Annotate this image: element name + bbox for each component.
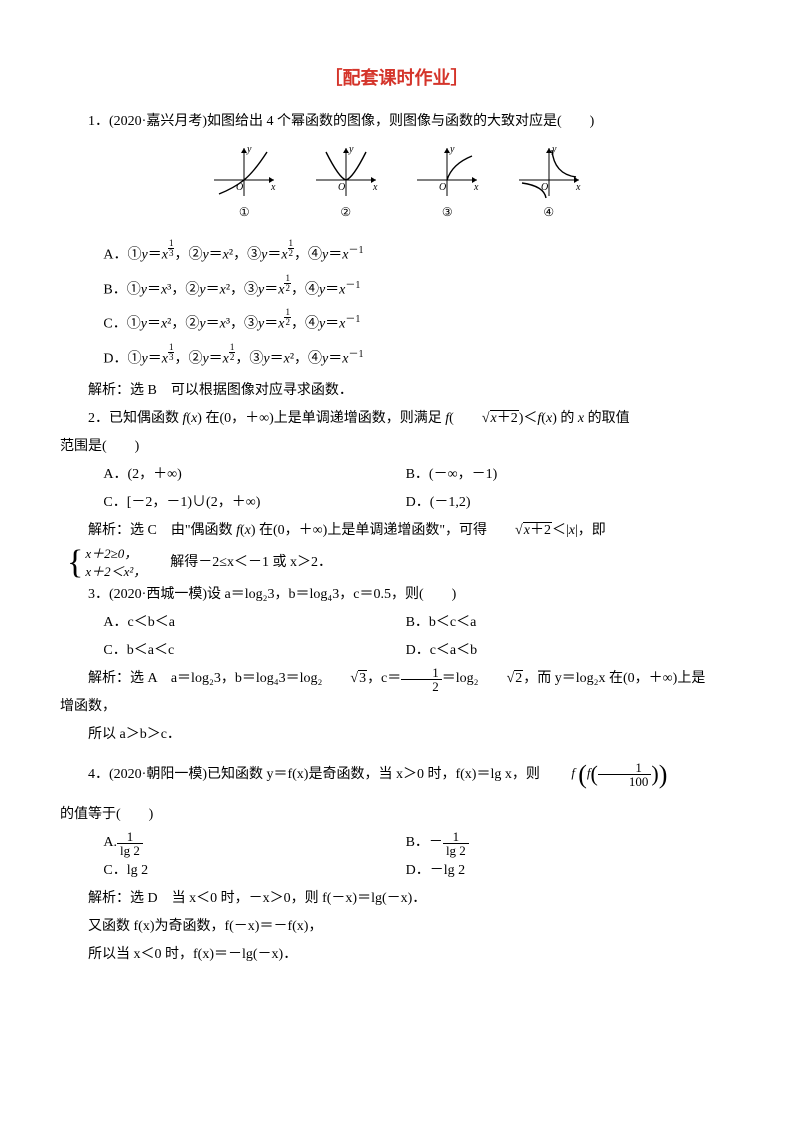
svg-text:x: x	[270, 182, 276, 193]
svg-text:O: O	[541, 182, 548, 193]
q2-opt-a: A．(2，＋∞)	[103, 461, 405, 489]
q4-opt-d: D．－lg 2	[406, 857, 708, 885]
graph-4-label: ④	[514, 200, 584, 224]
q3-options-row2: C．b＜a＜c D．c＜a＜b	[103, 637, 733, 665]
q4-solution-2: 又函数 f(x)为奇函数，f(－x)＝－f(x)，	[60, 913, 733, 941]
q3-opt-c: C．b＜a＜c	[103, 637, 405, 665]
graph-3-label: ③	[412, 200, 482, 224]
graph-1: y x O ①	[209, 144, 279, 224]
q4-opt-a: A.1lg 2	[103, 829, 405, 857]
svg-text:O: O	[338, 182, 345, 193]
q2-opt-d: D．(－1,2)	[406, 489, 708, 517]
q1-solution: 解析：选 B 可以根据图像对应寻求函数．	[60, 377, 733, 405]
q4-stem: 4．(2020·朝阳一模)已知函数 y＝f(x)是奇函数，当 x＞0 时，f(x…	[60, 749, 733, 801]
q2-opt-b: B．(－∞，－1)	[406, 461, 708, 489]
svg-text:y: y	[348, 144, 354, 155]
q2-brace: { x＋2≥0， x＋2＜x²， 解得－2≤x＜－1 或 x＞2．	[67, 545, 733, 581]
graph-3: y x O ③	[412, 144, 482, 224]
q3-opt-d: D．c＜a＜b	[406, 637, 708, 665]
q1-opt-a: A．①y＝x13，②y＝x²，③y＝x12，④y＝x－1	[103, 239, 733, 270]
q4-opt-b: B．－1lg 2	[406, 829, 708, 857]
svg-text:y: y	[551, 144, 557, 155]
svg-text:y: y	[246, 144, 252, 155]
q4-options-row2: C．lg 2 D．－lg 2	[103, 857, 733, 885]
svg-text:x: x	[372, 182, 378, 193]
q2-solution-1: 解析：选 C 由"偶函数 f(x) 在(0，＋∞)上是单调递增函数"，可得x＋2…	[60, 517, 733, 545]
q2-options-row1: A．(2，＋∞) B．(－∞，－1)	[103, 461, 733, 489]
svg-text:y: y	[449, 144, 455, 155]
q3-stem: 3．(2020·西城一模)设 a＝log₂3，b＝log₄3，c＝0.5，则( …	[60, 581, 733, 609]
q1-graphs: y x O ① y x O ② y x O ③	[60, 144, 733, 227]
svg-text:O: O	[236, 182, 243, 193]
graph-2: y x O ②	[311, 144, 381, 224]
q2-stem: 2．已知偶函数 f(x) 在(0，＋∞)上是单调递增函数，则满足 f(x＋2)＜…	[60, 405, 733, 433]
svg-text:x: x	[575, 182, 581, 193]
q4-options-row1: A.1lg 2 B．－1lg 2	[103, 829, 733, 857]
q3-solution-2: 增函数，	[60, 693, 733, 721]
q2-options-row2: C．[－2，－1)∪(2，＋∞) D．(－1,2)	[103, 489, 733, 517]
q4-solution-3: 所以当 x＜0 时，f(x)＝－lg(－x)．	[60, 941, 733, 969]
graph-2-label: ②	[311, 200, 381, 224]
q2-stem-2: 范围是( )	[60, 433, 733, 461]
q3-solution-3: 所以 a＞b＞c．	[60, 721, 733, 749]
q4-stem-2: 的值等于( )	[60, 801, 733, 829]
page-title: ［配套课时作业］	[60, 60, 733, 96]
q1-opt-c: C．①y＝x²，②y＝x³，③y＝x12，④y＝x－1	[103, 308, 733, 339]
q2-opt-c: C．[－2，－1)∪(2，＋∞)	[103, 489, 405, 517]
q3-solution-1: 解析：选 A a＝log₂3，b＝log₄3＝log₂3，c＝12＝log₂2，…	[60, 665, 733, 693]
q1-opt-b: B．①y＝x³，②y＝x²，③y＝x12，④y＝x－1	[103, 274, 733, 305]
q4-opt-c: C．lg 2	[103, 857, 405, 885]
q4-solution-1: 解析：选 D 当 x＜0 时，－x＞0，则 f(－x)＝lg(－x)．	[60, 885, 733, 913]
q1-opt-d: D．①y＝x13，②y＝x12，③y＝x²，④y＝x－1	[103, 343, 733, 374]
q3-options-row1: A．c＜b＜a B．b＜c＜a	[103, 609, 733, 637]
q3-opt-a: A．c＜b＜a	[103, 609, 405, 637]
graph-4: y x O ④	[514, 144, 584, 224]
svg-text:x: x	[473, 182, 479, 193]
graph-1-label: ①	[209, 200, 279, 224]
svg-text:O: O	[439, 182, 446, 193]
q1-stem: 1．(2020·嘉兴月考)如图给出 4 个幂函数的图像，则图像与函数的大致对应是…	[60, 108, 733, 136]
q3-opt-b: B．b＜c＜a	[406, 609, 708, 637]
